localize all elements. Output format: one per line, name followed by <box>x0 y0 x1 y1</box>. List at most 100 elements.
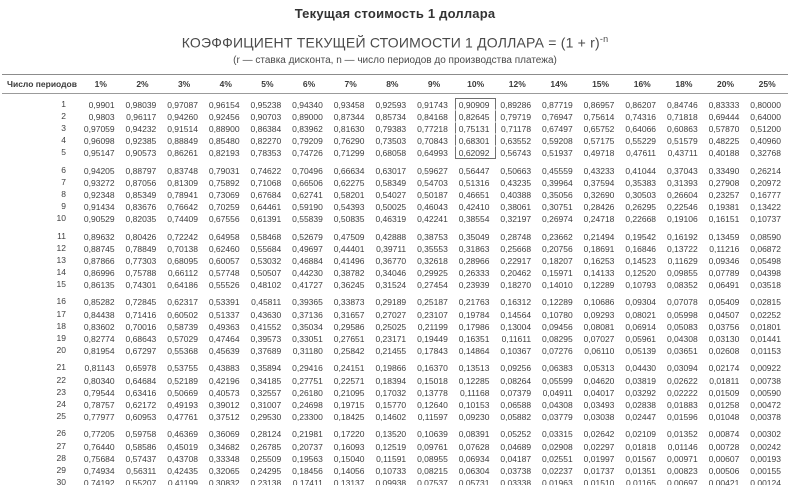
table-row: 27 0,76440 0,58586 0,45019 0,34682 0,26785 0,2… <box>2 440 788 452</box>
value-cell: 0,79383 <box>375 124 407 135</box>
value-cell: 0,19563 <box>292 453 323 464</box>
value-cell: 0,85282 <box>83 297 115 308</box>
period-cell: 21 <box>56 362 66 373</box>
value-cell: 0,86207 <box>625 99 657 110</box>
period-cell: 20 <box>56 345 66 356</box>
period-cell: 13 <box>56 254 66 265</box>
value-cell: 0,01048 <box>708 412 740 423</box>
period-cell: 15 <box>56 279 66 290</box>
value-cell: 0,00242 <box>750 441 781 452</box>
period-cell: 12 <box>56 242 66 253</box>
value-cell: 0,08352 <box>666 280 698 291</box>
value-cell: 0,90529 <box>83 214 115 225</box>
value-cell: 0,56311 <box>126 465 157 476</box>
value-cell: 0,11216 <box>709 243 740 254</box>
value-cell: 0,81309 <box>167 177 198 188</box>
value-cell: 0,50025 <box>375 202 407 213</box>
value-cell: 0,01883 <box>666 399 698 410</box>
column-header: 2% <box>136 78 149 89</box>
value-cell: 0,84168 <box>417 111 448 122</box>
value-cell: 0,25842 <box>333 346 365 357</box>
value-cell: 0,30503 <box>625 189 657 200</box>
value-cell: 0,59627 <box>417 165 448 176</box>
value-cell: 0,77977 <box>83 412 115 423</box>
value-cell: 0,39964 <box>542 177 573 188</box>
highlighted-value-cell: 0,82645 <box>454 109 497 123</box>
value-cell: 0,58739 <box>167 321 198 332</box>
value-cell: 0,37512 <box>208 412 240 423</box>
table-row: 30 0,74192 0,55207 0,41199 0,30832 0,23138 0,1… <box>2 476 788 485</box>
value-cell: 0,71818 <box>666 111 698 122</box>
value-cell: 0,46884 <box>292 255 323 266</box>
value-cell: 0,26785 <box>250 441 282 452</box>
value-cell: 0,13422 <box>750 202 781 213</box>
value-cell: 0,14864 <box>458 346 490 357</box>
value-cell: 0,29925 <box>417 268 448 279</box>
value-cell: 0,00971 <box>666 453 698 464</box>
value-cell: 0,40573 <box>208 387 240 398</box>
value-cell: 0,06914 <box>625 321 657 332</box>
value-cell: 0,28748 <box>500 231 532 242</box>
value-cell: 0,48102 <box>250 280 282 291</box>
period-cell: 19 <box>56 333 66 344</box>
value-cell: 0,01818 <box>625 441 657 452</box>
value-cell: 0,03338 <box>500 478 532 485</box>
value-cell: 0,28966 <box>458 255 490 266</box>
value-cell: 0,35049 <box>458 231 490 242</box>
value-cell: 0,50669 <box>167 387 198 398</box>
value-cell: 0,01510 <box>583 478 615 485</box>
value-cell: 0,75684 <box>83 453 115 464</box>
value-cell: 0,33051 <box>292 334 323 345</box>
value-cell: 0,70138 <box>167 243 198 254</box>
value-cell: 0,68643 <box>125 334 157 345</box>
value-cell: 0,23107 <box>417 309 448 320</box>
value-cell: 0,55839 <box>292 214 323 225</box>
table-row: 15 0,86135 0,74301 0,64186 0,55526 0,48102 0,4… <box>2 278 788 290</box>
value-cell: 0,08590 <box>750 231 781 242</box>
value-cell: 0,53032 <box>250 255 282 266</box>
value-cell: 0,46651 <box>458 189 490 200</box>
value-cell: 0,85734 <box>375 111 407 122</box>
value-cell: 0,16370 <box>417 363 448 374</box>
value-cell: 0,26333 <box>458 268 490 279</box>
present-value-table: Число периодов 1% 2% 3% 4% 5% 6% 7% 8% 9% 10% 12% 1… <box>2 73 788 485</box>
value-cell: 0,06383 <box>542 363 573 374</box>
value-cell: 0,39711 <box>376 243 407 254</box>
value-cell: 0,61391 <box>250 214 282 225</box>
value-cell: 0,33490 <box>708 165 740 176</box>
value-cell: 0,29416 <box>292 363 323 374</box>
value-cell: 0,81630 <box>333 124 365 135</box>
value-cell: 0,13004 <box>500 321 532 332</box>
value-cell: 0,79544 <box>83 387 115 398</box>
value-cell: 0,25509 <box>250 453 282 464</box>
value-cell: 0,01258 <box>708 399 740 410</box>
value-cell: 0,55229 <box>625 136 657 147</box>
value-cell: 0,29586 <box>333 321 365 332</box>
value-cell: 0,31007 <box>250 399 282 410</box>
value-cell: 0,91514 <box>167 124 198 135</box>
value-cell: 0,97059 <box>83 124 115 135</box>
value-cell: 0,31180 <box>292 346 323 357</box>
value-cell: 0,57748 <box>208 268 240 279</box>
period-cell: 6 <box>61 164 66 175</box>
value-cell: 0,74622 <box>250 165 282 176</box>
value-cell: 0,82774 <box>83 334 115 345</box>
period-cell: 22 <box>56 374 66 385</box>
value-cell: 0,96117 <box>126 111 157 122</box>
value-cell: 0,46043 <box>417 202 448 213</box>
value-cell: 0,80426 <box>125 231 157 242</box>
value-cell: 0,87056 <box>125 177 157 188</box>
value-cell: 0,76947 <box>542 111 573 122</box>
value-cell: 0,88797 <box>125 165 157 176</box>
value-cell: 0,47464 <box>208 334 240 345</box>
value-cell: 0,05409 <box>708 297 740 308</box>
value-cell: 0,69444 <box>708 111 740 122</box>
value-cell: 0,46319 <box>375 214 407 225</box>
value-cell: 0,20972 <box>750 177 781 188</box>
value-cell: 0,64461 <box>250 202 282 213</box>
period-cell: 16 <box>56 296 66 307</box>
value-cell: 0,09855 <box>666 268 698 279</box>
value-cell: 0,42410 <box>458 202 490 213</box>
column-header: 9% <box>427 78 441 89</box>
value-cell: 0,76440 <box>83 441 115 452</box>
